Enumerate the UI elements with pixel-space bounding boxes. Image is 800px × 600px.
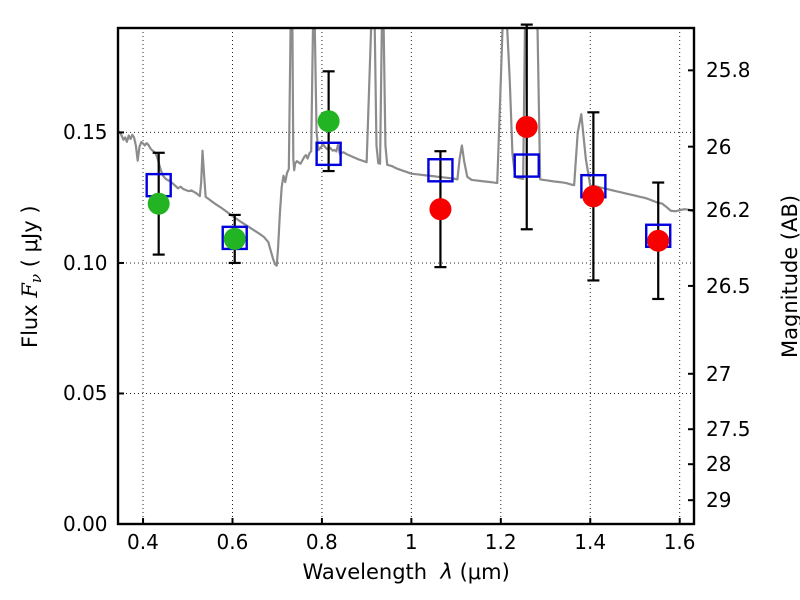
axis-ticks: [118, 69, 694, 525]
x-axis-title: Wavelength λ (μm): [303, 560, 510, 584]
x-axis-title-prefix: Wavelength: [302, 560, 428, 584]
photometry-point: [515, 115, 538, 138]
y-right-tick-label: 26.2: [706, 198, 751, 223]
x-tick-label: 0.8: [305, 530, 338, 554]
y-right-tick-label: 27.5: [706, 417, 751, 442]
photometry-point: [317, 110, 340, 133]
y-axis-title-unit: ( μJy ): [18, 204, 42, 267]
gridlines: [118, 28, 694, 525]
y-tick-label: 0.10: [63, 250, 108, 275]
x-tick-label: 1: [404, 530, 418, 554]
photometry-point: [647, 229, 670, 252]
photometry-point: [223, 227, 246, 250]
photometry-point: [147, 192, 170, 215]
y-tick-label: 0.15: [63, 120, 108, 145]
y-axis-title-prefix: Flux: [18, 303, 42, 348]
y-axis-right-title-text: Magnitude (AB): [778, 194, 800, 358]
x-axis-title-unit: (μm): [459, 560, 510, 584]
model-square-marker: [427, 158, 454, 183]
x-tick-label: 0.6: [216, 530, 249, 554]
y-tick-label: 0.00: [63, 512, 108, 536]
y-right-tick-label: 27: [706, 361, 732, 386]
photometry-point: [582, 185, 605, 208]
y-right-tick-label: 28: [706, 452, 732, 477]
y-axis-right-title: Magnitude (AB): [778, 194, 800, 357]
y-right-tick-label: 25.8: [706, 58, 751, 83]
y-axis-title-F: F: [18, 282, 42, 298]
y-axis-title-nu: ν: [27, 273, 46, 283]
photometry-markers: [147, 110, 670, 252]
x-axis-title-lambda: λ: [440, 560, 453, 584]
error-bars: [152, 23, 665, 301]
model-square-marker: [315, 141, 342, 167]
x-tick-label: 0.4: [127, 530, 159, 554]
model-spectrum-line: [118, 28, 694, 267]
y-axis-title: Flux Fν ( μJy ): [18, 205, 45, 348]
axes-frame: [116, 26, 696, 526]
model-square-marker: [513, 153, 540, 178]
x-tick-label: 1.4: [574, 530, 607, 554]
x-tick-label: 1.6: [663, 530, 696, 554]
x-tick-label: 1.2: [484, 530, 517, 554]
y-tick-label: 0.05: [63, 381, 108, 406]
photometry-point: [429, 198, 452, 221]
y-right-tick-label: 29: [706, 488, 732, 513]
y-right-tick-label: 26: [706, 134, 732, 159]
y-right-tick-label: 26.5: [706, 273, 751, 298]
